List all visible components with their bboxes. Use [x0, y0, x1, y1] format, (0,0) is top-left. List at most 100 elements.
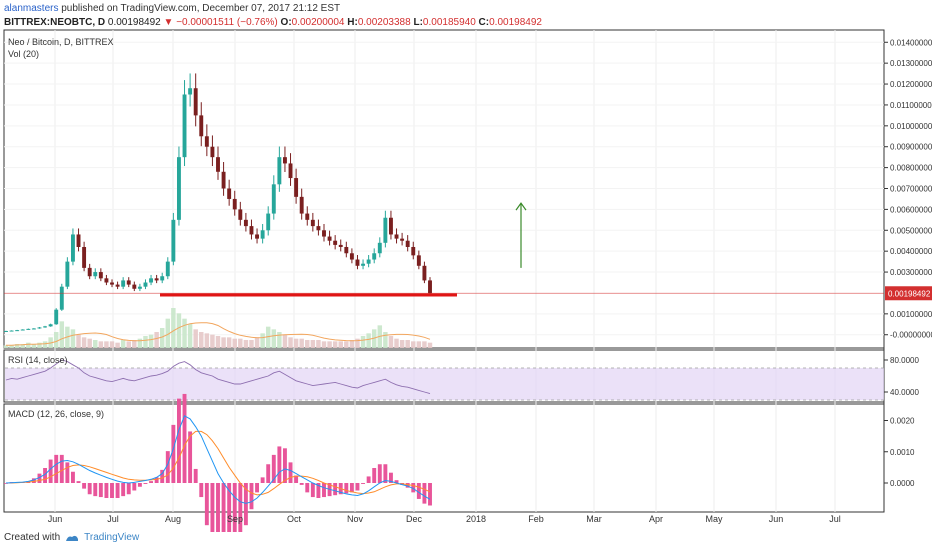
volume-bar [20, 344, 25, 348]
macd-histogram-bar [255, 483, 260, 493]
open-value: 0.00200004 [291, 17, 345, 28]
x-tick-label: Jul [829, 514, 841, 524]
author-link[interactable]: alanmasters [4, 3, 59, 14]
candle-body [210, 146, 215, 158]
macd-histogram-bar [243, 483, 248, 526]
macd-histogram-bar [160, 469, 165, 483]
volume-bar [37, 342, 42, 348]
candle-body [277, 157, 282, 185]
volume-bar [120, 340, 126, 348]
volume-bar [9, 345, 14, 348]
high-value: 0.00203388 [357, 17, 411, 28]
candle-body [383, 217, 388, 243]
macd-histogram-bar [54, 454, 59, 483]
macd-histogram-bar [188, 431, 193, 483]
low-label: L: [413, 17, 423, 28]
candle-body [361, 263, 366, 266]
volume-bar [316, 340, 321, 348]
candle-body [137, 286, 142, 289]
volume-bar [243, 340, 249, 348]
y-tick-label: 0.00300000 [890, 268, 932, 277]
candle-body [416, 255, 421, 266]
volume-bar [349, 340, 355, 348]
candle-body [182, 94, 187, 158]
candle-body [82, 246, 87, 268]
close-value: 0.00198492 [489, 17, 542, 28]
volume-bar [299, 338, 304, 348]
macd-histogram-bar [76, 481, 81, 483]
ohlc-header: BITTREX:NEOBTC, D 0.00198492 ▼ −0.000015… [4, 17, 542, 28]
macd-histogram-bar [176, 398, 181, 483]
volume-bar [249, 340, 254, 348]
footer: Created with TradingView [4, 532, 139, 543]
macd-histogram-bar [227, 483, 232, 532]
x-tick-label: Jun [769, 514, 784, 524]
trading-chart[interactable]: Jun Jul Aug Sep Oct Nov Dec 2018 Feb Mar Apr May Jun… [0, 0, 932, 532]
volume-ma-line [6, 322, 431, 346]
macd-histogram-bar [372, 468, 377, 483]
candle-body [199, 115, 204, 137]
macd-histogram-bar [48, 459, 53, 483]
macd-histogram-bar [182, 393, 187, 483]
candle-body [26, 328, 31, 330]
volume-bar [53, 332, 59, 348]
y-tick-label: 0.01100000 [890, 101, 932, 110]
volume-bar [366, 333, 371, 348]
macd-histogram-bar [288, 462, 293, 483]
volume-bar [115, 342, 120, 348]
macd-histogram-bar [405, 483, 410, 488]
volume-bar [360, 336, 366, 348]
candle-body [422, 265, 427, 281]
volume-bar [204, 333, 210, 348]
candle-body [20, 329, 25, 331]
macd-histogram-bar [115, 483, 120, 498]
volume-bar [383, 332, 388, 348]
volume-bar [338, 341, 343, 348]
x-tick-label: Sep [227, 514, 243, 524]
tradingview-brand[interactable]: TradingView [84, 532, 140, 543]
candle-body [232, 198, 237, 210]
candle-body [327, 236, 332, 241]
candle-body [243, 219, 248, 227]
candle-body [316, 226, 321, 231]
macd-histogram-bar [249, 483, 254, 510]
macd-histogram-bar [31, 478, 36, 483]
candle-body [405, 240, 410, 247]
candle-body [171, 219, 176, 262]
macd-histogram-bar [216, 483, 220, 532]
candle-body [115, 284, 120, 287]
candle-body [411, 246, 416, 256]
volume-bar [260, 333, 265, 348]
volume-bar [293, 338, 299, 348]
volume-bar [422, 341, 427, 348]
volume-bar [199, 332, 204, 348]
macd-histogram-bar [294, 475, 299, 483]
macd-histogram-bar [355, 483, 360, 491]
macd-pane[interactable] [3, 403, 885, 513]
macd-histogram-bar [149, 481, 154, 483]
price-layer [3, 41, 884, 348]
y-tick-label: 0.01400000 [890, 38, 932, 47]
candle-body [160, 276, 165, 281]
volume-bar [159, 328, 165, 348]
rsi-tick-label: 80.0000 [890, 356, 919, 365]
y-tick-label: 0.00100000 [890, 310, 932, 319]
volume-bar [399, 340, 405, 348]
x-tick-label: Oct [287, 514, 302, 524]
candle-body [37, 327, 42, 329]
up-arrow-icon [515, 202, 527, 211]
candle-body [54, 309, 59, 325]
high-label: H: [347, 17, 358, 28]
macd-histogram-bar [316, 483, 321, 498]
macd-histogram-bar [232, 483, 237, 532]
candle-body [266, 213, 271, 231]
y-tick-label: 0.00400000 [890, 247, 932, 256]
macd-histogram-bar [428, 483, 432, 506]
candle-body [282, 157, 287, 164]
macd-histogram-bar [43, 468, 48, 483]
macd-histogram-bar [110, 483, 114, 498]
last-price-tag [885, 286, 932, 301]
volume-bar [416, 341, 422, 348]
candle-body [221, 171, 226, 189]
candle-body [428, 280, 432, 294]
